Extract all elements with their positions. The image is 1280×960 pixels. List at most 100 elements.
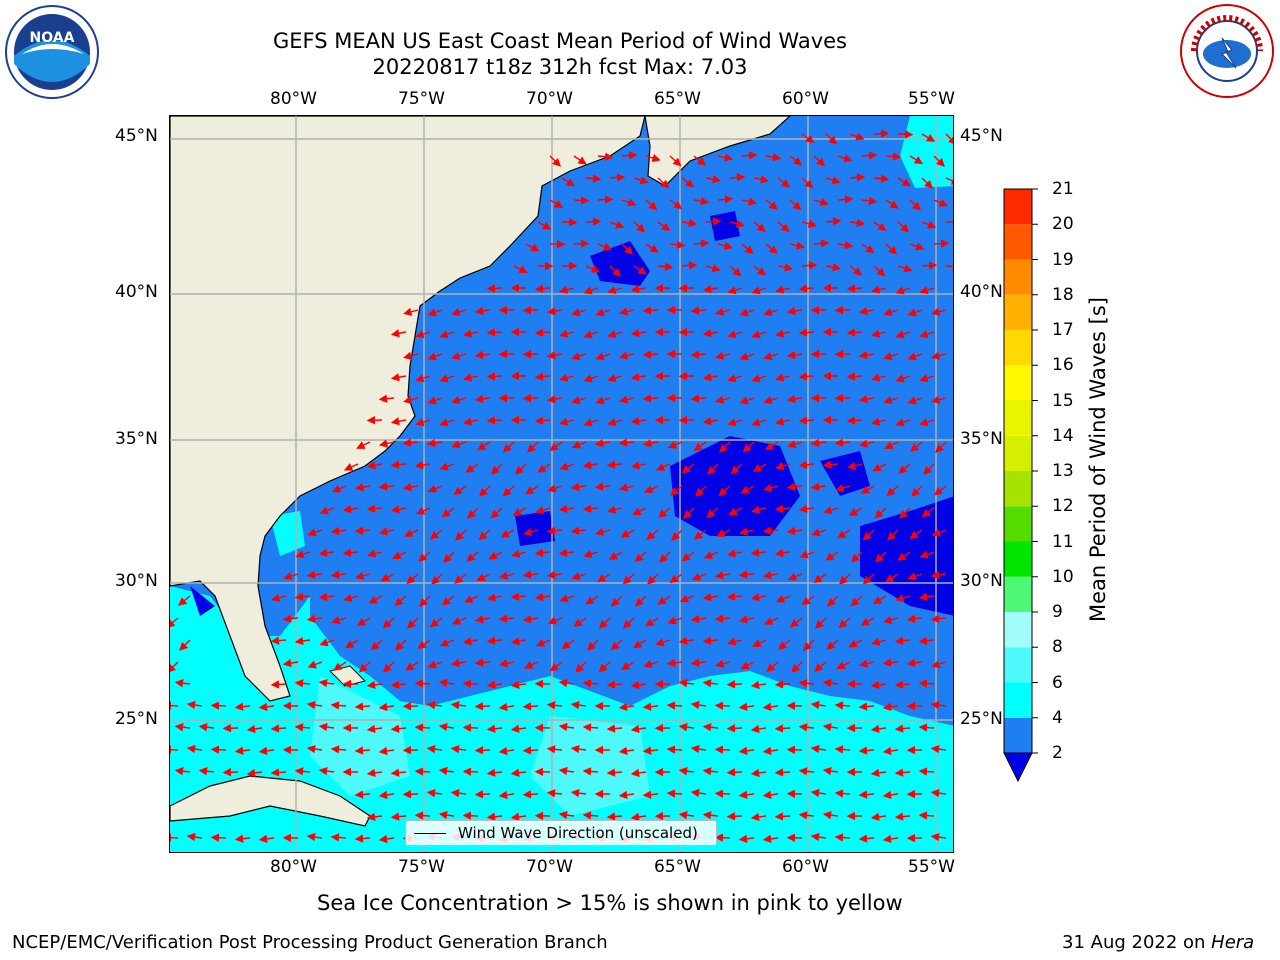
colorbar-tick-label: 11: [1052, 531, 1074, 552]
wave-direction-arrow: [462, 679, 479, 688]
wave-direction-arrow: [678, 678, 695, 688]
wave-direction-arrow: [798, 767, 815, 776]
wave-direction-arrow: [919, 374, 935, 383]
wave-direction-arrow: [354, 790, 371, 799]
wave-direction-arrow: [439, 418, 455, 427]
land-us: [170, 116, 646, 702]
wave-direction-arrow: [871, 373, 887, 382]
wave-direction-arrow: [610, 639, 623, 651]
wave-direction-arrow: [930, 570, 947, 580]
wave-direction-arrow: [762, 571, 779, 580]
wave-direction-arrow: [848, 507, 863, 517]
wave-direction-arrow: [573, 239, 590, 248]
wave-zone-dark: [820, 451, 870, 496]
map-panel[interactable]: [169, 115, 954, 853]
wave-direction-arrow: [490, 463, 503, 475]
wave-direction-arrow: [862, 573, 875, 585]
colorbar-tick-label: 8: [1052, 637, 1063, 658]
lat-label-left: 25°N: [115, 709, 158, 729]
wave-direction-arrow: [522, 746, 539, 755]
wave-direction-arrow: [702, 328, 719, 338]
wave-direction-arrow: [343, 463, 359, 471]
wave-direction-arrow: [595, 308, 611, 317]
wave-direction-arrow: [825, 551, 839, 561]
wave-direction-arrow: [798, 504, 815, 514]
wave-direction-arrow: [838, 573, 851, 585]
wave-direction-arrow: [906, 658, 923, 668]
wave-direction-arrow: [174, 723, 191, 732]
colorbar-tick-label: 6: [1052, 672, 1063, 693]
wave-direction-arrow: [750, 680, 767, 690]
lat-label-left: 40°N: [115, 282, 158, 302]
wave-direction-arrow: [763, 352, 779, 361]
wave-direction-arrow: [606, 460, 623, 469]
wave-direction-arrow: [583, 330, 599, 339]
date-value: 31 Aug 2022 on: [1062, 932, 1212, 953]
wave-direction-arrow: [726, 680, 743, 689]
wave-direction-arrow: [777, 263, 794, 272]
wave-direction-arrow: [846, 416, 863, 425]
wave-direction-arrow: [798, 328, 815, 337]
wave-direction-arrow: [450, 658, 467, 668]
wave-direction-arrow: [822, 766, 839, 776]
wave-direction-arrow: [426, 788, 443, 798]
wave-direction-arrow: [630, 372, 647, 382]
wave-direction-arrow: [707, 463, 719, 475]
wave-direction-arrow: [439, 462, 455, 471]
wave-direction-arrow: [438, 722, 455, 732]
wave-direction-arrow: [407, 617, 419, 629]
wave-direction-arrow: [534, 416, 551, 425]
wave-direction-arrow: [765, 199, 778, 210]
wave-direction-arrow: [356, 441, 371, 449]
wave-direction-arrow: [751, 374, 767, 383]
wave-direction-arrow: [559, 417, 575, 426]
wave-direction-arrow: [570, 744, 587, 754]
wave-direction-arrow: [306, 832, 323, 842]
colorbar-tick-label: 12: [1052, 496, 1074, 517]
wave-direction-arrow: [450, 789, 467, 798]
wave-direction-arrow: [198, 767, 215, 776]
wave-direction-arrow: [752, 463, 767, 472]
wave-direction-arrow: [486, 812, 503, 821]
wave-direction-arrow: [474, 306, 491, 316]
wave-direction-arrow: [727, 286, 743, 295]
wave-direction-arrow: [498, 659, 515, 668]
wave-direction-arrow: [417, 639, 431, 650]
wave-direction-arrow: [789, 199, 802, 211]
wave-direction-arrow: [561, 218, 578, 227]
colorbar-segment: [1004, 576, 1032, 612]
wave-direction-arrow: [882, 702, 899, 712]
wave-direction-arrow: [474, 615, 491, 624]
wave-direction-arrow: [546, 570, 563, 580]
wave-direction-arrow: [715, 659, 731, 668]
wave-direction-arrow: [622, 617, 635, 629]
wave-direction-arrow: [366, 724, 383, 734]
wave-direction-arrow: [642, 439, 659, 448]
wave-direction-arrow: [609, 173, 626, 182]
wave-zone-dark: [670, 436, 800, 536]
wave-direction-arrow: [750, 593, 767, 602]
wave-direction-arrow: [883, 615, 899, 624]
land-nova-scotia: [644, 116, 791, 187]
legend-line-swatch: [414, 832, 446, 834]
wave-direction-arrow: [486, 328, 503, 337]
wave-direction-arrow: [464, 595, 479, 603]
lon-label-bottom: 80°W: [270, 857, 317, 877]
wave-direction-arrow: [727, 637, 743, 646]
wave-direction-arrow: [630, 284, 647, 294]
wave-direction-arrow: [811, 528, 827, 537]
wave-direction-arrow: [356, 617, 371, 627]
wave-direction-arrow: [571, 572, 587, 581]
wave-direction-arrow: [726, 724, 743, 733]
wave-direction-arrow: [775, 373, 791, 382]
wave-direction-arrow: [738, 615, 755, 624]
wave-direction-arrow: [498, 614, 515, 623]
wave-direction-arrow: [647, 573, 659, 585]
lat-label-right: 30°N: [960, 571, 1003, 591]
lat-label-left: 30°N: [115, 571, 158, 591]
wave-direction-arrow: [198, 723, 215, 732]
wave-direction-arrow: [764, 617, 779, 625]
wave-direction-arrow: [582, 679, 599, 688]
wave-direction-arrow: [921, 177, 933, 189]
wave-direction-arrow: [415, 418, 431, 427]
